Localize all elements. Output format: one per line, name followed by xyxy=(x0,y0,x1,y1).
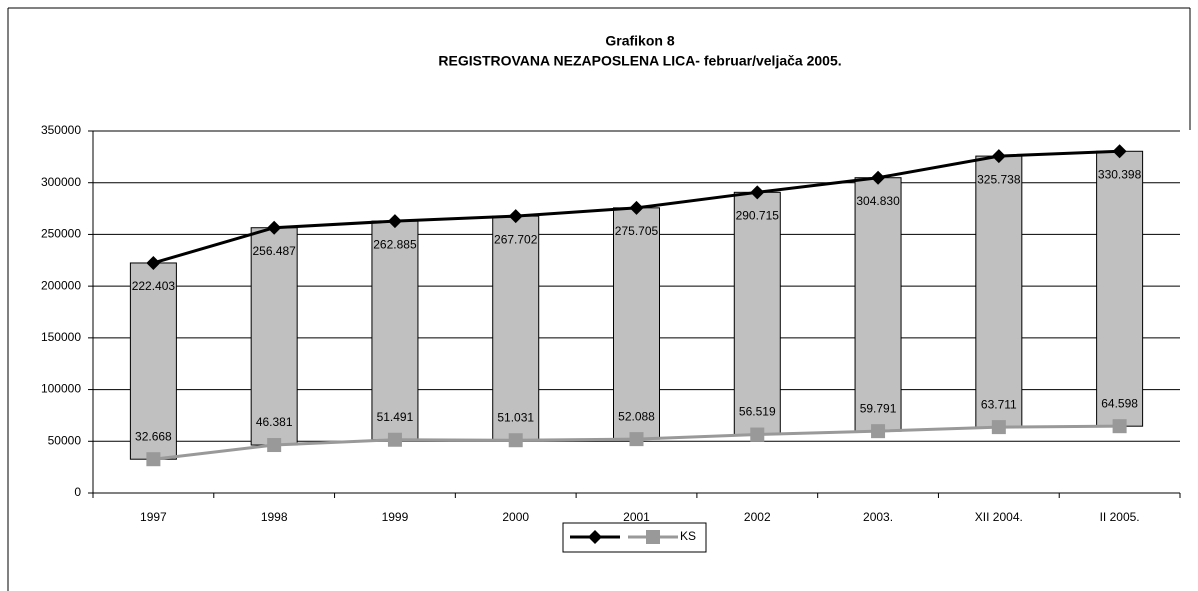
y-tick-label: 250000 xyxy=(41,227,81,241)
y-tick-label: 0 xyxy=(74,485,81,499)
data-label: 222.403 xyxy=(132,279,176,293)
marker xyxy=(991,149,1006,164)
x-tick-label: XII 2004. xyxy=(975,510,1023,524)
data-label: 64.598 xyxy=(1101,396,1138,410)
x-tick-label: 2001 xyxy=(623,510,650,524)
marker xyxy=(629,200,644,215)
high-low-bar xyxy=(250,227,298,446)
x-tick-label: 2000 xyxy=(502,510,529,524)
marker xyxy=(508,209,523,224)
y-tick-label: 100000 xyxy=(41,382,81,396)
data-label: 51.491 xyxy=(377,410,414,424)
high-low-bar xyxy=(975,155,1023,428)
y-tick-label: 150000 xyxy=(41,330,81,344)
chart-subtitle: REGISTROVANA NEZAPOSLENA LICA- februar/v… xyxy=(438,53,841,69)
data-label: 32.668 xyxy=(135,429,172,443)
marker xyxy=(871,424,886,439)
x-tick-label: 2002 xyxy=(744,510,771,524)
marker xyxy=(1112,419,1127,434)
marker xyxy=(146,255,161,270)
marker xyxy=(646,530,660,544)
data-label: 63.711 xyxy=(981,397,1017,411)
marker xyxy=(1112,144,1127,159)
data-label: 267.702 xyxy=(494,232,538,246)
marker xyxy=(267,438,282,453)
marker xyxy=(267,220,282,235)
marker xyxy=(588,530,602,544)
data-label: 325.738 xyxy=(977,172,1021,186)
data-label: 52.088 xyxy=(618,409,655,423)
x-tick-label: 1999 xyxy=(382,510,409,524)
marker xyxy=(750,185,765,200)
marker xyxy=(871,170,886,185)
x-tick-label: 1998 xyxy=(261,510,288,524)
data-label: 262.885 xyxy=(373,237,417,251)
data-label: 56.519 xyxy=(739,405,776,419)
high-low-bar xyxy=(854,177,902,432)
data-label: 275.705 xyxy=(615,224,659,238)
marker xyxy=(387,432,402,447)
high-low-bar xyxy=(492,215,540,441)
y-tick-label: 200000 xyxy=(41,278,81,292)
marker xyxy=(750,427,765,442)
high-low-bar xyxy=(1096,150,1144,427)
marker xyxy=(387,214,402,229)
high-low-bar xyxy=(129,262,177,460)
marker xyxy=(146,452,161,467)
marker xyxy=(508,433,523,448)
data-label: 59.791 xyxy=(860,401,897,415)
marker xyxy=(991,420,1006,435)
high-low-bar xyxy=(613,207,660,440)
data-label: 256.487 xyxy=(252,244,296,258)
data-label: 330.398 xyxy=(1098,167,1142,181)
high-low-bar xyxy=(733,191,781,436)
high-low-bar xyxy=(371,220,419,441)
data-label: 290.715 xyxy=(736,208,780,222)
y-tick-label: 300000 xyxy=(41,175,81,189)
data-label: 304.830 xyxy=(856,194,900,208)
data-label: 51.031 xyxy=(497,410,534,424)
legend-label: KS xyxy=(680,529,696,543)
marker xyxy=(629,432,644,447)
chart-title: Grafikon 8 xyxy=(605,33,674,49)
x-tick-label: 2003. xyxy=(863,510,893,524)
x-tick-label: II 2005. xyxy=(1100,510,1140,524)
y-tick-label: 350000 xyxy=(41,123,81,137)
data-label: 46.381 xyxy=(256,415,293,429)
y-tick-label: 50000 xyxy=(48,433,82,447)
x-tick-label: 1997 xyxy=(140,510,167,524)
